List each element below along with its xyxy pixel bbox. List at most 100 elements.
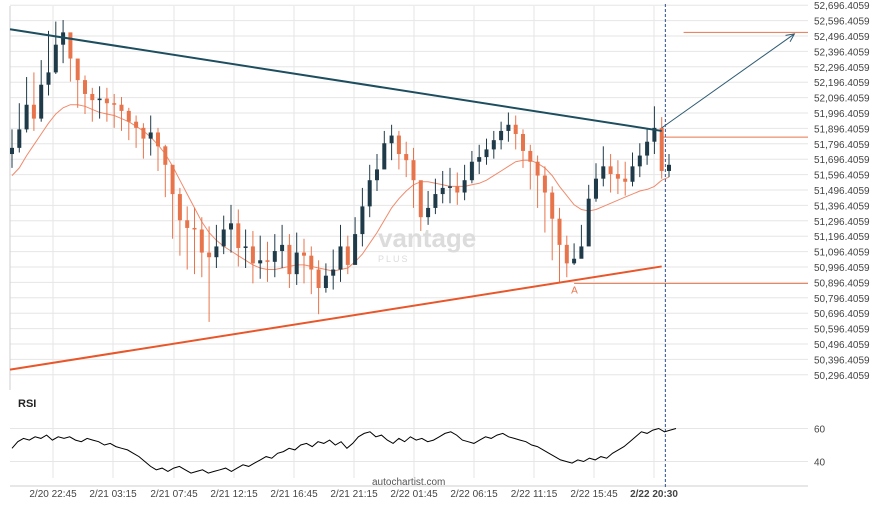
candle-body [68, 32, 73, 59]
axis-layer: 52,696.4059 52,596.4059 52,496.4059 52,396.… [814, 1, 870, 382]
price-tick-label: 50,596.4059 [814, 325, 870, 336]
candle [10, 129, 14, 168]
time-tick-label: 2/21 03:15 [89, 489, 137, 500]
candle [272, 234, 277, 278]
rsi-tick-label: 40 [814, 458, 826, 469]
candle [185, 206, 190, 270]
candle [53, 21, 58, 74]
candle-body [323, 275, 328, 289]
price-tick-label: 51,796.4059 [814, 140, 870, 151]
candle-body [10, 147, 14, 155]
candle [667, 154, 671, 178]
candle-body [141, 127, 146, 139]
candle [506, 112, 511, 142]
candle [163, 144, 168, 198]
candle-body [207, 252, 212, 258]
rsi-tick-label: 60 [814, 425, 826, 436]
time-tick-label: 2/21 07:45 [150, 489, 198, 500]
candle [528, 144, 533, 190]
candle-body [287, 244, 292, 275]
candle [469, 150, 474, 184]
candle-body [542, 175, 547, 193]
candle [243, 229, 248, 268]
candle [31, 72, 36, 131]
candle-body [528, 150, 533, 162]
candle [404, 141, 409, 178]
candle-body [579, 246, 584, 259]
candle-body [667, 164, 671, 171]
candle-body [221, 229, 226, 247]
candle [199, 217, 204, 278]
candle [177, 187, 182, 256]
candle-body [331, 269, 336, 276]
candle [83, 75, 87, 114]
candle-body [31, 104, 36, 119]
candle-body [199, 229, 204, 253]
candle-body [316, 269, 321, 289]
candle [462, 164, 467, 201]
candles-layer [10, 20, 671, 322]
candle [360, 187, 365, 247]
time-tick-label: 2/22 06:15 [450, 489, 498, 500]
candle-body [309, 255, 314, 270]
candle [39, 60, 44, 122]
candle [630, 152, 635, 187]
candle-body [601, 166, 606, 179]
candle [411, 147, 416, 208]
candle-body [185, 220, 190, 228]
candle-body [126, 110, 131, 122]
candle [426, 190, 431, 225]
candle [564, 235, 569, 278]
candle-body [615, 174, 620, 179]
candle-body [345, 246, 350, 265]
candle-body [637, 155, 642, 167]
price-tick-label: 50,296.4059 [814, 371, 870, 382]
candle [229, 204, 233, 253]
candle [323, 263, 328, 293]
candle-body [53, 44, 58, 73]
candle [141, 123, 146, 159]
candle [521, 129, 525, 168]
candle-body [134, 121, 139, 128]
projection-arrow-line [661, 33, 795, 129]
candle-body [550, 192, 555, 219]
candle [192, 207, 197, 275]
time-tick-label: 2/21 21:15 [330, 489, 378, 500]
candle [579, 224, 584, 259]
candle-body [229, 223, 233, 230]
candle-body [586, 198, 591, 247]
price-tick-label: 50,396.4059 [814, 355, 870, 366]
candle-body [513, 124, 518, 135]
candle [499, 121, 504, 150]
price-tick-label: 51,696.4059 [814, 155, 870, 166]
candle [112, 93, 117, 128]
candle-body [97, 98, 102, 101]
price-tick-label: 52,096.4059 [814, 94, 870, 105]
candle-body [535, 161, 540, 176]
candle-body [265, 260, 270, 262]
candle [550, 186, 555, 261]
price-tick-label: 52,696.4059 [814, 1, 870, 12]
candle-body [506, 124, 511, 131]
candle [608, 154, 613, 193]
candle [265, 241, 270, 282]
candle-body [608, 166, 613, 175]
candle [353, 217, 358, 265]
candle-body [630, 166, 635, 182]
candle-body [382, 143, 387, 170]
candle [316, 260, 321, 315]
candle-body [448, 186, 452, 188]
candle-body [258, 260, 263, 264]
level-label: A [571, 285, 578, 296]
time-tick-label: 2/22 15:45 [570, 489, 618, 500]
candle-body [214, 246, 219, 258]
x-axis-layer: 2/20 22:45 2/21 03:15 2/21 07:45 2/21 12:15… [29, 489, 678, 500]
candle-body [156, 132, 160, 147]
candle-body [83, 80, 87, 94]
candle [382, 130, 387, 170]
candle-body [75, 58, 80, 81]
watermark-sub: PLUS [378, 254, 410, 264]
price-tick-label: 51,496.4059 [814, 186, 870, 197]
